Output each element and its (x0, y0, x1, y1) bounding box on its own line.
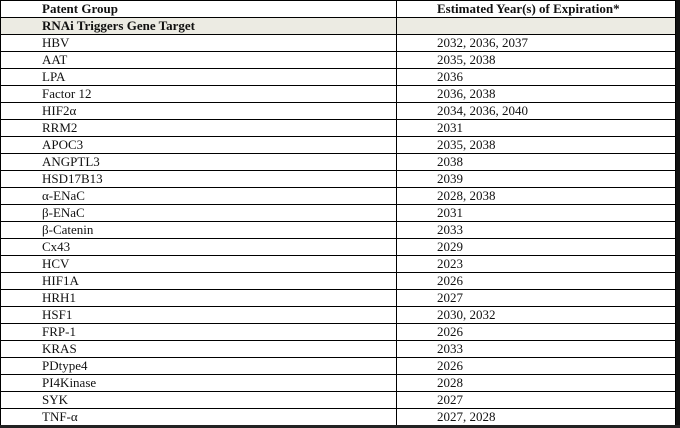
table-row: ANGPTL3 2038 (0, 153, 676, 171)
gene-target-cell: TNF-α (0, 408, 397, 426)
expiration-years-cell: 2028, 2038 (396, 187, 676, 205)
gene-target-cell: PI4Kinase (0, 374, 397, 392)
table-row: Cx43 2029 (0, 238, 676, 256)
table-row: KRAS 2033 (0, 340, 676, 358)
expiration-years-cell: 2032, 2036, 2037 (396, 34, 676, 52)
table-row: HRH1 2027 (0, 289, 676, 307)
gene-target-cell: HCV (0, 255, 397, 273)
gene-target-cell: LPA (0, 68, 397, 86)
gene-target-cell: α-ENaC (0, 187, 397, 205)
expiration-years-cell: 2036 (396, 68, 676, 86)
expiration-years-cell: 2034, 2036, 2040 (396, 102, 676, 120)
table-row: FRP-1 2026 (0, 323, 676, 341)
expiration-years-cell: 2031 (396, 204, 676, 222)
table-row: RRM2 2031 (0, 119, 676, 137)
gene-target-cell: SYK (0, 391, 397, 409)
gene-target-cell: HIF1A (0, 272, 397, 290)
gene-target-cell: RRM2 (0, 119, 397, 137)
expiration-years-cell: 2033 (396, 340, 676, 358)
bottom-border (0, 425, 680, 428)
gene-target-cell: Cx43 (0, 238, 397, 256)
group-empty-cell (396, 17, 676, 35)
table-row: β-ENaC 2031 (0, 204, 676, 222)
gene-target-cell: HSF1 (0, 306, 397, 324)
table-row: HIF1A 2026 (0, 272, 676, 290)
group-row: RNAi Triggers Gene Target (0, 17, 676, 35)
table-row: AAT 2035, 2038 (0, 51, 676, 69)
expiration-years-cell: 2026 (396, 323, 676, 341)
gene-target-cell: HBV (0, 34, 397, 52)
expiration-years-cell: 2028 (396, 374, 676, 392)
expiration-years-cell: 2030, 2032 (396, 306, 676, 324)
gene-target-cell: PDtype4 (0, 357, 397, 375)
expiration-years-cell: 2026 (396, 272, 676, 290)
right-border (676, 0, 680, 428)
gene-target-cell: Factor 12 (0, 85, 397, 103)
table-row: HSF1 2030, 2032 (0, 306, 676, 324)
expiration-years-cell: 2027 (396, 289, 676, 307)
table-row: HSD17B13 2039 (0, 170, 676, 188)
table-row: HCV 2023 (0, 255, 676, 273)
gene-target-cell: HSD17B13 (0, 170, 397, 188)
gene-target-cell: KRAS (0, 340, 397, 358)
table-row: Factor 12 2036, 2038 (0, 85, 676, 103)
expiration-years-cell: 2027, 2028 (396, 408, 676, 426)
table-row: TNF-α 2027, 2028 (0, 408, 676, 426)
table-row: β-Catenin 2033 (0, 221, 676, 239)
table-row: SYK 2027 (0, 391, 676, 409)
group-label: RNAi Triggers Gene Target (0, 17, 397, 35)
expiration-years-cell: 2029 (396, 238, 676, 256)
gene-target-cell: β-ENaC (0, 204, 397, 222)
expiration-years-cell: 2033 (396, 221, 676, 239)
table-row: PI4Kinase 2028 (0, 374, 676, 392)
gene-target-cell: AAT (0, 51, 397, 69)
gene-target-cell: HIF2α (0, 102, 397, 120)
table-row: HBV 2032, 2036, 2037 (0, 34, 676, 52)
table-row: APOC3 2035, 2038 (0, 136, 676, 154)
header-patent-group: Patent Group (0, 0, 397, 18)
gene-target-cell: ANGPTL3 (0, 153, 397, 171)
expiration-years-cell: 2031 (396, 119, 676, 137)
expiration-years-cell: 2035, 2038 (396, 136, 676, 154)
expiration-years-cell: 2036, 2038 (396, 85, 676, 103)
expiration-years-cell: 2035, 2038 (396, 51, 676, 69)
table-header-row: Patent Group Estimated Year(s) of Expira… (0, 0, 676, 18)
table-row: HIF2α 2034, 2036, 2040 (0, 102, 676, 120)
expiration-years-cell: 2027 (396, 391, 676, 409)
gene-target-cell: HRH1 (0, 289, 397, 307)
expiration-years-cell: 2023 (396, 255, 676, 273)
table-row: α-ENaC 2028, 2038 (0, 187, 676, 205)
expiration-years-cell: 2026 (396, 357, 676, 375)
table-row: LPA 2036 (0, 68, 676, 86)
header-expiration: Estimated Year(s) of Expiration* (396, 0, 676, 18)
expiration-years-cell: 2039 (396, 170, 676, 188)
gene-target-cell: FRP-1 (0, 323, 397, 341)
table-row: PDtype4 2026 (0, 357, 676, 375)
gene-target-cell: β-Catenin (0, 221, 397, 239)
expiration-years-cell: 2038 (396, 153, 676, 171)
gene-target-cell: APOC3 (0, 136, 397, 154)
